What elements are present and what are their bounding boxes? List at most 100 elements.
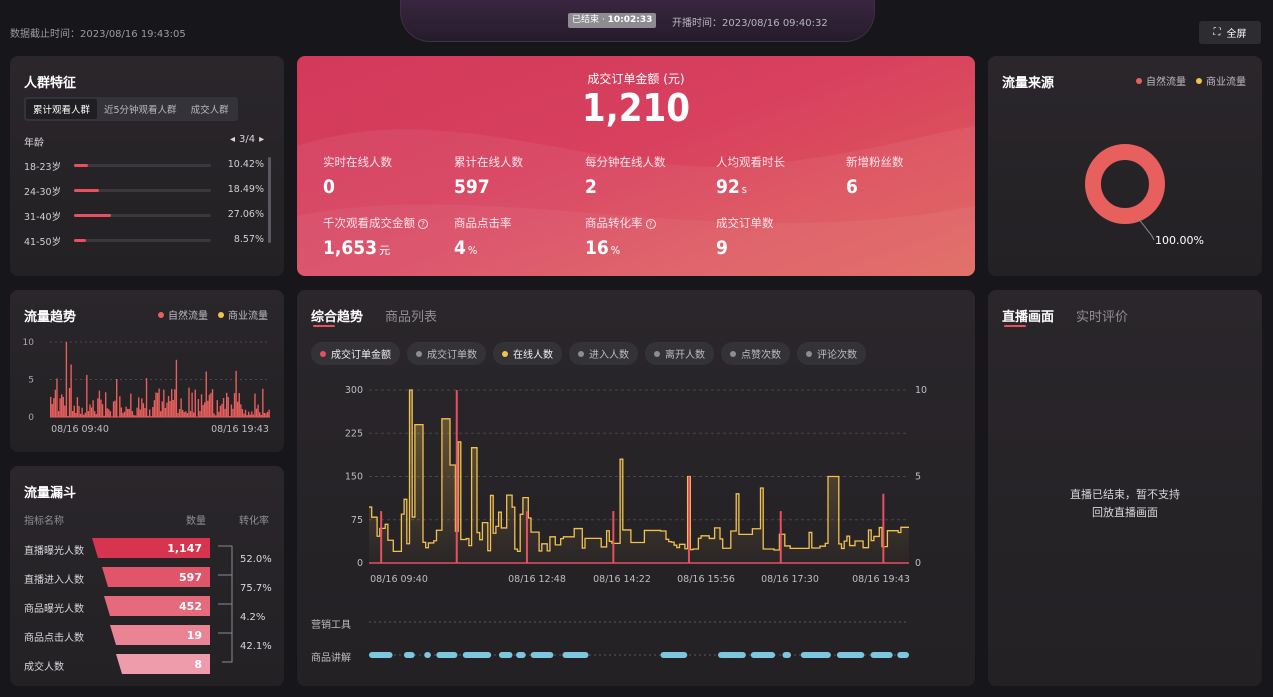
metric-chip[interactable]: 进入人数 [569,342,638,365]
funnel-title: 流量漏斗 [24,486,77,501]
trend-bar [167,395,170,417]
start-time: 开播时间：2023/08/16 09:40:32 [672,18,828,29]
trend-bar [144,408,146,417]
age-percent: 8.57% [233,234,264,245]
chip-dot [654,350,660,357]
tab-live-view[interactable]: 直播画面 [1002,310,1055,325]
funnel-bar: 8 [116,654,210,674]
age-bar-fill [74,239,86,242]
trend-bar [189,411,192,417]
trend-bar [139,409,141,417]
trend-bar [134,415,137,417]
tab-product-list[interactable]: 商品列表 [385,310,438,325]
metric-label: 累计在线人数 [454,155,523,169]
metric-chip[interactable]: 在线人数 [493,342,562,365]
explain-segment [800,652,831,658]
explain-segment [782,652,792,658]
metric-chip[interactable]: 离开人数 [645,342,714,365]
tab-cumulative[interactable]: 累计观看人群 [26,99,98,119]
trend-card: 流量趋势 自然流量 商业流量 10 5 0 08/16 09:40 08/16 19:4… [10,290,284,452]
trend-bar [216,400,218,417]
donut-slice-natural [1085,144,1165,224]
trend-bar [68,387,71,417]
tab-overall-trend[interactable]: 综合趋势 [311,310,364,325]
help-icon[interactable]: ? [645,219,656,229]
metric-chip[interactable]: 成交订单数 [407,342,486,365]
trend-bar [59,398,61,417]
trend-bar [244,409,247,417]
data-cutoff-time: 数据截止时间：2023/08/16 19:43:05 [10,29,186,40]
x-tick: 08/16 09:40 [51,424,109,435]
trend-bar [83,414,85,417]
metric-chip[interactable]: 点赞次数 [721,342,790,365]
tab-recent-5min[interactable]: 近5分钟观看人群 [104,105,177,116]
age-label: 31-40岁 [24,212,62,223]
trend-bar [75,412,77,417]
trend-bar [218,411,220,417]
funnel-connectors [218,545,233,663]
metric-chip[interactable]: 评论次数 [797,342,866,365]
trend-bar [106,408,108,417]
trend-bar [243,413,245,417]
explain-segment [424,652,431,658]
trend-bar [130,393,132,417]
trend-bar [103,415,105,417]
age-percent: 18.49% [227,184,264,195]
metric-5: 千次观看成交金额? 1,653 元 [323,215,428,259]
age-label: 24-30岁 [24,187,62,198]
trend-bar [197,398,200,417]
trend-bar [163,389,165,417]
trend-bar [183,412,185,417]
x-tick: 08/16 17:30 [761,574,819,585]
age-bar-track [74,189,211,192]
trend-bar [76,397,79,417]
metric-value: 6 [846,176,858,198]
trend-bar [248,411,250,417]
trend-legend: 自然流量 商业流量 [158,307,268,322]
trend-bar [172,400,174,417]
help-icon[interactable]: ? [418,219,428,229]
next-page-icon[interactable]: ▸ [259,134,265,145]
prev-page-icon[interactable]: ◂ [230,134,236,145]
trend-bar [254,393,256,417]
chip-dot [730,350,736,357]
source-title: 流量来源 [1002,76,1055,91]
y-left-tick: 300 [345,385,363,396]
trend-bar [241,409,244,417]
age-row: 41-50岁 8.57% [24,234,264,248]
summary-card: 成交订单金额 (元) 1,210 实时在线人数 0 累计在线人数 597 每分钟在线人数… [297,56,975,276]
fullscreen-button[interactable]: ⛶ 全屏 [1199,21,1261,44]
legend-natural: 自然流量 [1136,73,1186,88]
metric-1: 累计在线人数 597 [454,154,523,198]
metric-label: 新增粉丝数 [846,155,904,169]
trend-bar [97,398,99,417]
metric-3: 人均观看时长 92 s [716,154,785,198]
trend-bar [87,411,90,417]
metric-label: 每分钟在线人数 [585,155,666,169]
conversion-rate: 52.0% [240,554,272,565]
status-badge: 已结束 · 10:02:33 [568,13,657,28]
trend-bar [246,414,248,417]
metric-label: 商品点击率 [454,216,512,230]
summary-title: 成交订单金额 (元) [587,72,685,86]
explain-segment [462,652,492,658]
metric-chip[interactable]: 成交订单金额 [311,342,400,365]
trend-bar [182,409,184,417]
y-tick: 0 [28,413,34,423]
scrollbar[interactable] [268,157,271,243]
metric-0: 实时在线人数 0 [323,154,392,198]
trend-bar [141,398,143,417]
chip-dot [578,350,584,357]
tab-realtime-review[interactable]: 实时评价 [1076,310,1129,325]
chip-dot [320,350,326,357]
trend-bar [100,399,102,417]
funnel-header-count: 数量 [186,516,206,527]
age-percent: 10.42% [227,159,264,170]
trend-bar [171,389,173,417]
marketing-tools-label: 营销工具 [311,620,351,631]
tab-buyers[interactable]: 成交人群 [190,105,229,116]
funnel-label: 直播进入人数 [24,575,84,586]
metric-value: 9 [716,237,728,259]
trend-bar [120,407,123,417]
trend-bar [226,392,228,417]
